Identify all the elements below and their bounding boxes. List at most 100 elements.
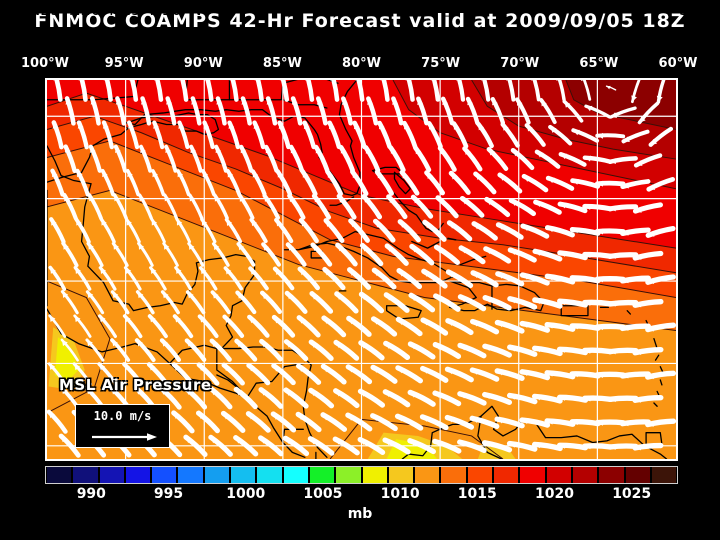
- wind-vector-head: [188, 243, 195, 250]
- wind-vector-head: [301, 220, 307, 227]
- wind-vector: [280, 80, 290, 102]
- map-clip: [47, 80, 676, 459]
- wind-vector-head: [48, 411, 55, 419]
- wind-vector-head: [126, 219, 132, 226]
- wind-vector-head: [285, 438, 292, 445]
- wind-vector-head: [86, 388, 93, 395]
- latitude-axis-left: 30°N25°N20°N15°N10°N: [0, 0, 202, 540]
- lon-tick-label: 100°W: [21, 56, 69, 71]
- wind-vector-head: [572, 371, 579, 378]
- wind-vector-head: [302, 171, 309, 178]
- wind-vector-head: [90, 98, 97, 105]
- wind-vector-head: [75, 267, 81, 274]
- wind-scale-key: 10.0 m/s: [75, 404, 170, 448]
- wind-vector-head: [202, 170, 209, 178]
- wind-vector-head: [447, 320, 455, 327]
- wind-vector-head: [509, 441, 516, 448]
- wind-vector-head: [235, 437, 242, 444]
- wind-vector-head: [547, 322, 554, 329]
- wind-vector-head: [253, 122, 260, 129]
- wind-vector-head: [64, 146, 71, 153]
- wind-vector-head: [137, 291, 144, 299]
- wind-vector-head: [228, 122, 235, 129]
- wind-vector-head: [400, 221, 407, 228]
- wind-vector-head: [174, 364, 181, 371]
- wind-vector-head: [473, 223, 481, 230]
- wind-vector-head: [74, 315, 81, 323]
- isobar-contour: [471, 80, 676, 160]
- wind-vector-head: [460, 344, 467, 351]
- wind-vector-head: [212, 292, 219, 299]
- wind-vector: [305, 80, 315, 102]
- wind-vector-head: [189, 195, 196, 202]
- wind-vector-head: [559, 442, 566, 449]
- wind-vector-head: [336, 293, 343, 300]
- coastline: [47, 80, 361, 197]
- wind-vector-head: [111, 388, 118, 395]
- wind-vector-head: [335, 439, 342, 445]
- lat-tick-label-right: 30°N: [679, 0, 720, 19]
- wind-vector-head: [365, 147, 372, 154]
- wind-vector: [230, 80, 239, 102]
- wind-vector-head: [90, 146, 96, 153]
- wind-vector-head: [451, 173, 458, 180]
- wind-vector-head: [502, 124, 509, 131]
- wind-vector-head: [237, 292, 244, 299]
- wind-vector-head: [413, 197, 420, 204]
- wind-vector-head: [324, 269, 331, 276]
- wind-vector-head: [597, 419, 603, 426]
- colorbar-tick-label: 990: [76, 486, 106, 502]
- wind-vector-head: [349, 269, 356, 276]
- wind-vector-head: [572, 275, 579, 282]
- wind-vector-head: [102, 170, 108, 178]
- wind-vector-head: [411, 295, 418, 301]
- wind-vector-head: [426, 172, 433, 179]
- latitude-axis-right: 30°N25°N20°N15°N10°N: [679, 0, 720, 540]
- wind-vector-head: [422, 416, 429, 422]
- wind-vector-head: [385, 440, 392, 446]
- wind-vector-head: [472, 369, 479, 375]
- wind-vector-head: [360, 391, 367, 397]
- coastline: [653, 402, 658, 407]
- map-canvas: [47, 80, 676, 459]
- coastline: [656, 390, 660, 396]
- lat-tick-label-left: 20°N: [80, 0, 121, 19]
- wind-vector-head: [498, 224, 505, 231]
- wind-vector-head: [531, 80, 534, 81]
- wind-vector-head: [453, 123, 460, 130]
- wind-vector-head: [263, 244, 269, 251]
- wind-vector-head: [290, 146, 297, 154]
- wind-vector-head: [186, 340, 193, 347]
- wind-vector-head: [559, 299, 566, 305]
- isobar-contour: [392, 80, 676, 190]
- wind-vector-head: [388, 196, 395, 204]
- wind-vector-head: [462, 198, 469, 205]
- wind-vector-head: [584, 203, 591, 210]
- wind-vector-head: [265, 146, 272, 154]
- wind-vector-head: [112, 291, 119, 299]
- wind-vector-head: [399, 270, 406, 277]
- wind-vector-head: [411, 246, 419, 253]
- wind-vector-head: [547, 418, 554, 425]
- wind-vector-head: [111, 340, 118, 347]
- colorbar-tick-label: 995: [153, 486, 184, 502]
- wind-vector: [431, 80, 441, 102]
- colorbar-swatch: [519, 467, 546, 483]
- wind-vector: [381, 80, 390, 102]
- wind-vector-head: [153, 122, 159, 129]
- wind-vector-head: [124, 364, 131, 371]
- wind-vector-head: [597, 324, 603, 331]
- wind-vector-head: [277, 171, 284, 178]
- wind-vector-head: [314, 195, 320, 203]
- wind-vector-head: [151, 219, 158, 226]
- wind-vector-head: [597, 132, 604, 139]
- wind-vector-head: [584, 347, 591, 354]
- wind-vector-head: [417, 98, 423, 106]
- wind-vector-head: [513, 150, 520, 157]
- wind-vector-head: [422, 368, 430, 374]
- wind-vector-head: [248, 413, 255, 420]
- wind-vector: [54, 80, 63, 102]
- colorbar-swatch: [545, 467, 572, 483]
- wind-vector-head: [77, 170, 83, 178]
- wind-vector-head: [442, 98, 448, 106]
